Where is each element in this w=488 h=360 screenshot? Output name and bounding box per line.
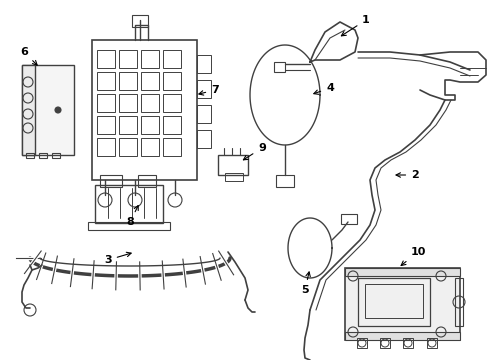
Bar [197,130,210,148]
Bar [119,116,137,134]
Bar [357,278,429,326]
Text: 2: 2 [395,170,418,180]
Text: 9: 9 [243,143,265,160]
Bar [119,94,137,112]
Text: 8: 8 [126,206,138,227]
Bar [138,175,156,187]
Bar [197,80,210,98]
Bar [119,50,137,68]
Bar [88,222,170,230]
Bar [92,40,197,180]
Bar [163,138,181,156]
Text: 6: 6 [20,47,37,65]
Bar [26,153,34,158]
Bar [224,173,243,181]
Bar [163,116,181,134]
Text: 5: 5 [301,272,310,295]
Text: 3: 3 [104,252,131,265]
Bar [197,105,210,123]
Bar [163,94,181,112]
Bar [402,338,412,348]
Text: 10: 10 [400,247,425,265]
Text: 1: 1 [341,15,369,36]
Bar [52,153,60,158]
Bar [141,94,159,112]
Bar [22,65,35,155]
Bar [39,153,47,158]
Text: 7: 7 [199,85,219,95]
Bar [163,72,181,90]
Bar [218,155,247,175]
Bar [273,62,285,72]
Bar [95,185,163,223]
Bar [379,338,389,348]
Bar [132,15,148,27]
Bar [97,50,115,68]
Bar [97,116,115,134]
Bar [22,65,74,155]
Bar [275,175,293,187]
Bar [100,175,122,187]
Bar [345,268,459,340]
Bar [426,338,436,348]
Circle shape [55,107,61,113]
Bar [340,214,356,224]
Bar [345,268,459,276]
Bar [141,50,159,68]
Bar [345,332,459,340]
Bar [141,72,159,90]
Bar [197,55,210,73]
Bar [97,72,115,90]
Bar [119,72,137,90]
Bar [97,138,115,156]
Bar [141,138,159,156]
Bar [364,284,422,318]
Text: 4: 4 [313,83,333,94]
Bar [163,50,181,68]
Bar [97,94,115,112]
Bar [141,116,159,134]
Bar [119,138,137,156]
Bar [454,278,462,326]
Bar [356,338,366,348]
